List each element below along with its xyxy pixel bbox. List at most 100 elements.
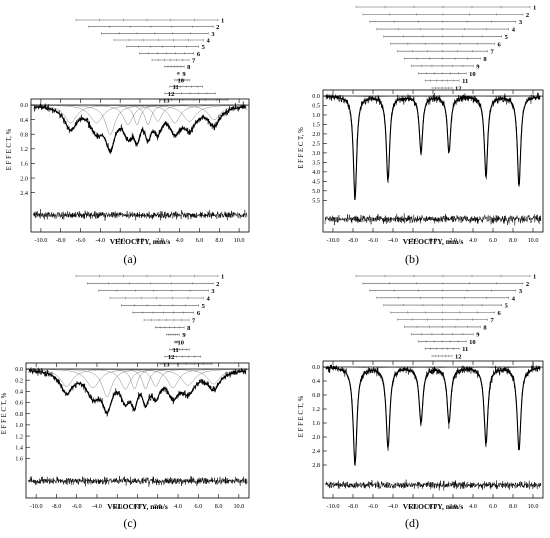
y-tick-label: 0.8 <box>20 131 28 138</box>
y-tick-label: 0.8 <box>312 392 320 399</box>
component-label: 11 <box>173 347 179 354</box>
axes: -10.0 -8.0 -6.0 -4.0 -2.0 0.0 2.0 4.0 6.0 8.0 10.0… <box>20 98 250 244</box>
subspectrum-line <box>323 366 543 423</box>
component-label: 3 <box>211 31 215 38</box>
residual-trace <box>324 213 542 226</box>
x-tick-label: 2.0 <box>449 503 457 510</box>
residual-trace <box>32 209 248 221</box>
x-tick-label: 8.0 <box>215 503 223 510</box>
x-tick-label: -8.0 <box>56 237 66 244</box>
x-tick-label: -2.0 <box>408 503 418 510</box>
fit-line <box>28 370 247 414</box>
x-tick-label: 10.0 <box>528 503 539 510</box>
x-tick-label: -2.0 <box>112 503 122 510</box>
x-tick-label: 6.0 <box>489 503 497 510</box>
y-tick-label: 0.4 <box>20 117 28 124</box>
component-label: 4 <box>207 38 211 45</box>
y-tick-label: 1.5 <box>312 122 320 129</box>
y-tick-label: 4.0 <box>312 169 320 176</box>
component-label: 5 <box>202 303 206 310</box>
panel-label: (b) <box>405 252 419 266</box>
y-tick-label: 0.4 <box>312 378 320 385</box>
x-tick-label: 6.0 <box>196 237 204 244</box>
component-label: 2 <box>526 12 529 19</box>
x-tick-label: -2.0 <box>115 237 125 244</box>
subspectrum-line <box>323 366 543 423</box>
y-tick-label: 2.0 <box>20 175 28 182</box>
y-tick-label: 1.4 <box>15 444 23 451</box>
y-tick-label: 0.0 <box>312 93 320 100</box>
panel-label: (a) <box>123 252 136 266</box>
spectrum-plot <box>26 367 249 487</box>
y-tick-label: 4.5 <box>312 179 320 186</box>
component-label: 8 <box>483 56 487 63</box>
y-tick-label: 1.0 <box>312 112 320 119</box>
y-tick-label: 1.6 <box>20 161 28 168</box>
component-label: 9 <box>476 332 480 339</box>
subspectrum-line <box>26 368 249 390</box>
x-tick-label: 8.0 <box>215 237 223 244</box>
x-tick-label: 2.0 <box>154 503 162 510</box>
spectrum-plot <box>323 92 544 226</box>
y-tick-label: 0.8 <box>15 411 23 418</box>
x-tick-label: 0.0 <box>429 237 437 244</box>
x-tick-label: -6.0 <box>72 503 82 510</box>
x-tick-label: -10.0 <box>327 237 340 244</box>
panel-label: (d) <box>405 516 419 530</box>
x-tick-label: 8.0 <box>509 503 517 510</box>
y-axis-label: E F F E C T, % <box>1 392 8 434</box>
component-label: 6 <box>498 310 502 317</box>
component-label: 1 <box>533 274 536 281</box>
y-tick-label: 1.2 <box>312 406 320 413</box>
component-label: 10 <box>469 71 476 78</box>
residual-trace <box>324 479 542 491</box>
fit-line <box>326 367 541 465</box>
component-label: 6 <box>197 310 201 317</box>
component-label: 9 <box>182 332 186 339</box>
y-tick-label: 1.6 <box>312 420 320 427</box>
y-tick-label: 0.0 <box>312 364 320 371</box>
x-tick-label: 4.0 <box>176 237 184 244</box>
y-tick-label: 3.0 <box>312 150 320 157</box>
component-label: 2 <box>526 281 529 288</box>
y-tick-label: 0.4 <box>15 389 23 396</box>
x-tick-label: -4.0 <box>388 503 398 510</box>
x-axis-label: VELOCITY, mm/s <box>403 237 464 246</box>
y-tick-label: 0.0 <box>15 366 23 373</box>
x-tick-label: 4.0 <box>469 503 477 510</box>
y-tick-label: 5.0 <box>312 188 320 195</box>
component-label: 11 <box>462 346 468 353</box>
x-tick-label: 6.0 <box>489 237 497 244</box>
component-label: 1 <box>221 274 224 281</box>
y-tick-label: 1.2 <box>20 146 28 153</box>
subspectrum-line <box>323 366 543 448</box>
y-axis-label: E F F E C T, % <box>298 127 305 169</box>
x-tick-label: -4.0 <box>388 237 398 244</box>
y-tick-label: 2.0 <box>312 434 320 441</box>
subspectrum-line <box>323 95 543 153</box>
x-tick-label: 4.0 <box>174 503 182 510</box>
plot-frame <box>322 360 544 499</box>
y-axis-label: E F F E C T, % <box>298 395 305 437</box>
x-tick-label: -6.0 <box>368 237 378 244</box>
x-axis-label: VELOCITY, mm/s <box>107 502 168 511</box>
component-label: 2 <box>216 24 219 31</box>
component-label: 11 <box>173 84 179 91</box>
spectrum-plot <box>31 101 250 221</box>
x-tick-label: 0.0 <box>134 503 142 510</box>
data-trace <box>28 367 247 417</box>
y-tick-label: 2.4 <box>20 190 28 197</box>
component-label: 3 <box>211 288 215 295</box>
component-label: 11 <box>462 78 468 85</box>
x-tick-label: -10.0 <box>34 237 47 244</box>
y-tick-label: 1.6 <box>15 456 23 463</box>
component-label: 6 <box>197 51 201 58</box>
y-tick-label: 0.0 <box>20 102 28 109</box>
y-tick-label: 2.5 <box>312 141 320 148</box>
x-tick-label: 0.0 <box>429 503 437 510</box>
y-tick-label: 2.8 <box>312 462 320 469</box>
